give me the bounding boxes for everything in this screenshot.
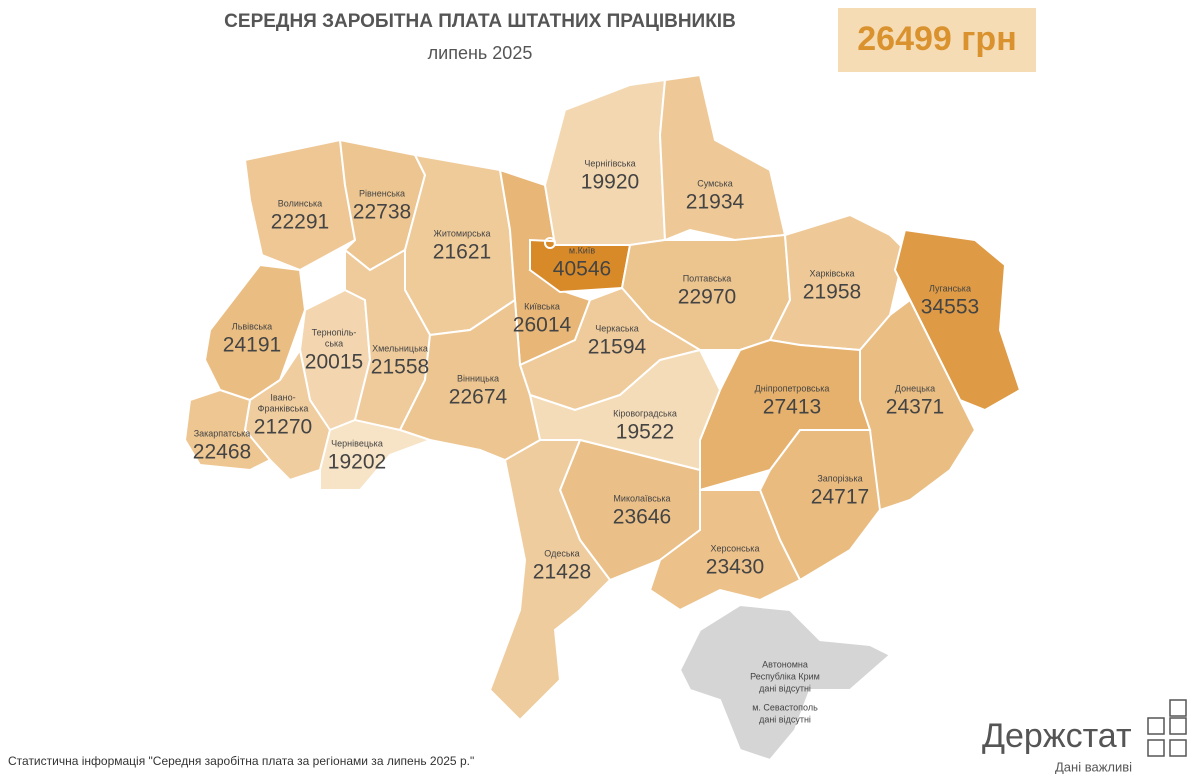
region-name: Вінницька <box>457 373 499 383</box>
region-name: Донецька <box>895 383 935 393</box>
region-name: ська <box>325 338 343 348</box>
region-value: 22970 <box>678 286 736 309</box>
logo: Держстат <box>982 717 1132 755</box>
region <box>658 73 787 242</box>
region-value: 23430 <box>706 556 764 579</box>
region-name: Харківська <box>810 268 855 278</box>
region-value: 24717 <box>811 486 869 509</box>
crimea <box>678 603 892 762</box>
region-name: Запорізька <box>817 473 862 483</box>
region-name: Черкаська <box>595 323 638 333</box>
crimea-label: Автономна <box>762 659 808 669</box>
region <box>488 439 612 722</box>
region-value: 20015 <box>305 351 363 374</box>
region <box>648 489 802 612</box>
region-value: 21428 <box>533 561 591 584</box>
region-name: м.Київ <box>569 245 595 255</box>
region-name: Закарпатська <box>194 428 251 438</box>
region-value: 24191 <box>223 334 281 357</box>
average-box <box>838 8 1036 72</box>
region-name: Волинська <box>278 198 322 208</box>
region-value: 21934 <box>686 191 745 214</box>
region-value: 19202 <box>328 451 386 474</box>
region-value: 24371 <box>886 396 944 419</box>
region-name: Миколаївська <box>613 493 670 503</box>
region-name: Дніпропетровська <box>755 383 830 393</box>
region-value: 22674 <box>449 386 508 409</box>
average-value: 26499 грн <box>857 20 1016 58</box>
map: Волинська 22291 Рівненська 22738 Житомирська… <box>183 73 1022 722</box>
region-name: Чернівецька <box>331 438 383 448</box>
region-value: 26014 <box>513 314 572 337</box>
region-value: 19920 <box>581 171 639 194</box>
region-name: Чернігівська <box>584 158 635 168</box>
region-value: 22291 <box>271 211 329 234</box>
slogan: Дані важливі <box>1055 759 1132 774</box>
region-value: 22468 <box>193 441 251 464</box>
region-value: 21558 <box>371 356 429 379</box>
region-name: Сумська <box>697 178 732 188</box>
region-name: Тернопіль- <box>312 327 357 337</box>
capital-marker <box>544 237 556 249</box>
region-value: 21958 <box>803 281 861 304</box>
crimea-label: дані відсутні <box>759 683 811 693</box>
crimea-label: дані відсутні <box>759 714 811 724</box>
subtitle: липень 2025 <box>428 43 533 63</box>
region-name: Івано- <box>270 392 295 402</box>
region-value: 27413 <box>763 396 821 419</box>
region-name: Франківська <box>258 403 309 413</box>
region-value: 22738 <box>353 201 411 224</box>
region-name: Рівненська <box>359 188 405 198</box>
region <box>319 418 433 491</box>
source: Статистична інформація "Середня заробітн… <box>8 754 474 768</box>
region <box>183 388 272 472</box>
region-value: 21270 <box>254 416 312 439</box>
region <box>893 228 1022 412</box>
region-value: 40546 <box>553 258 611 281</box>
region-value: 23646 <box>613 506 671 529</box>
region-value: 34553 <box>921 296 979 319</box>
crimea-label: м. Севастополь <box>752 702 818 712</box>
region-name: Кіровоградська <box>613 408 677 418</box>
region-name: Полтавська <box>683 273 732 283</box>
logo-grid <box>1147 699 1187 757</box>
region-name: Луганська <box>929 283 971 293</box>
crimea-label: Республіка Крим <box>750 671 820 681</box>
region-name: Київська <box>524 301 560 311</box>
region <box>398 298 542 462</box>
region-value: 21621 <box>433 241 491 264</box>
region-name: Хмельницька <box>372 343 428 353</box>
region-value: 19522 <box>616 421 674 444</box>
region-name: Одеська <box>544 548 579 558</box>
region-name: Херсонська <box>711 543 760 553</box>
region-value: 21594 <box>588 336 647 359</box>
region-name: Житомирська <box>434 228 491 238</box>
region-name: Львівська <box>232 321 272 331</box>
title: СЕРЕДНЯ ЗАРОБІТНА ПЛАТА ШТАТНИХ ПРАЦІВНИ… <box>224 11 736 32</box>
